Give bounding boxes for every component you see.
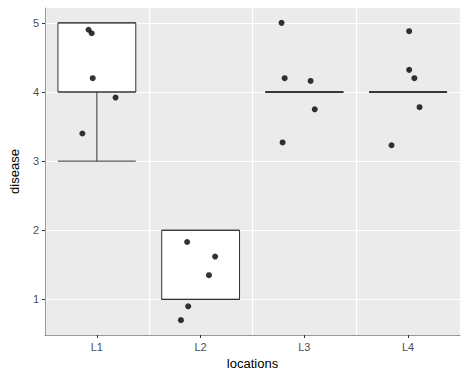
svg-text:2: 2 (33, 224, 39, 236)
svg-text:3: 3 (33, 155, 39, 167)
svg-text:L1: L1 (91, 341, 103, 353)
svg-text:L3: L3 (298, 341, 310, 353)
svg-text:1: 1 (33, 293, 39, 305)
svg-text:disease: disease (7, 149, 22, 194)
svg-text:locations: locations (227, 356, 279, 371)
svg-text:L2: L2 (195, 341, 207, 353)
svg-text:L4: L4 (402, 341, 414, 353)
svg-text:4: 4 (33, 86, 39, 98)
svg-text:5: 5 (33, 17, 39, 29)
